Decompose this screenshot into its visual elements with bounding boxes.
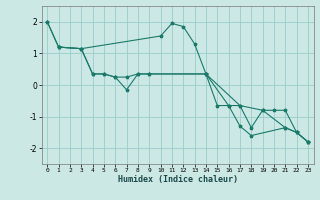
X-axis label: Humidex (Indice chaleur): Humidex (Indice chaleur) — [118, 175, 237, 184]
